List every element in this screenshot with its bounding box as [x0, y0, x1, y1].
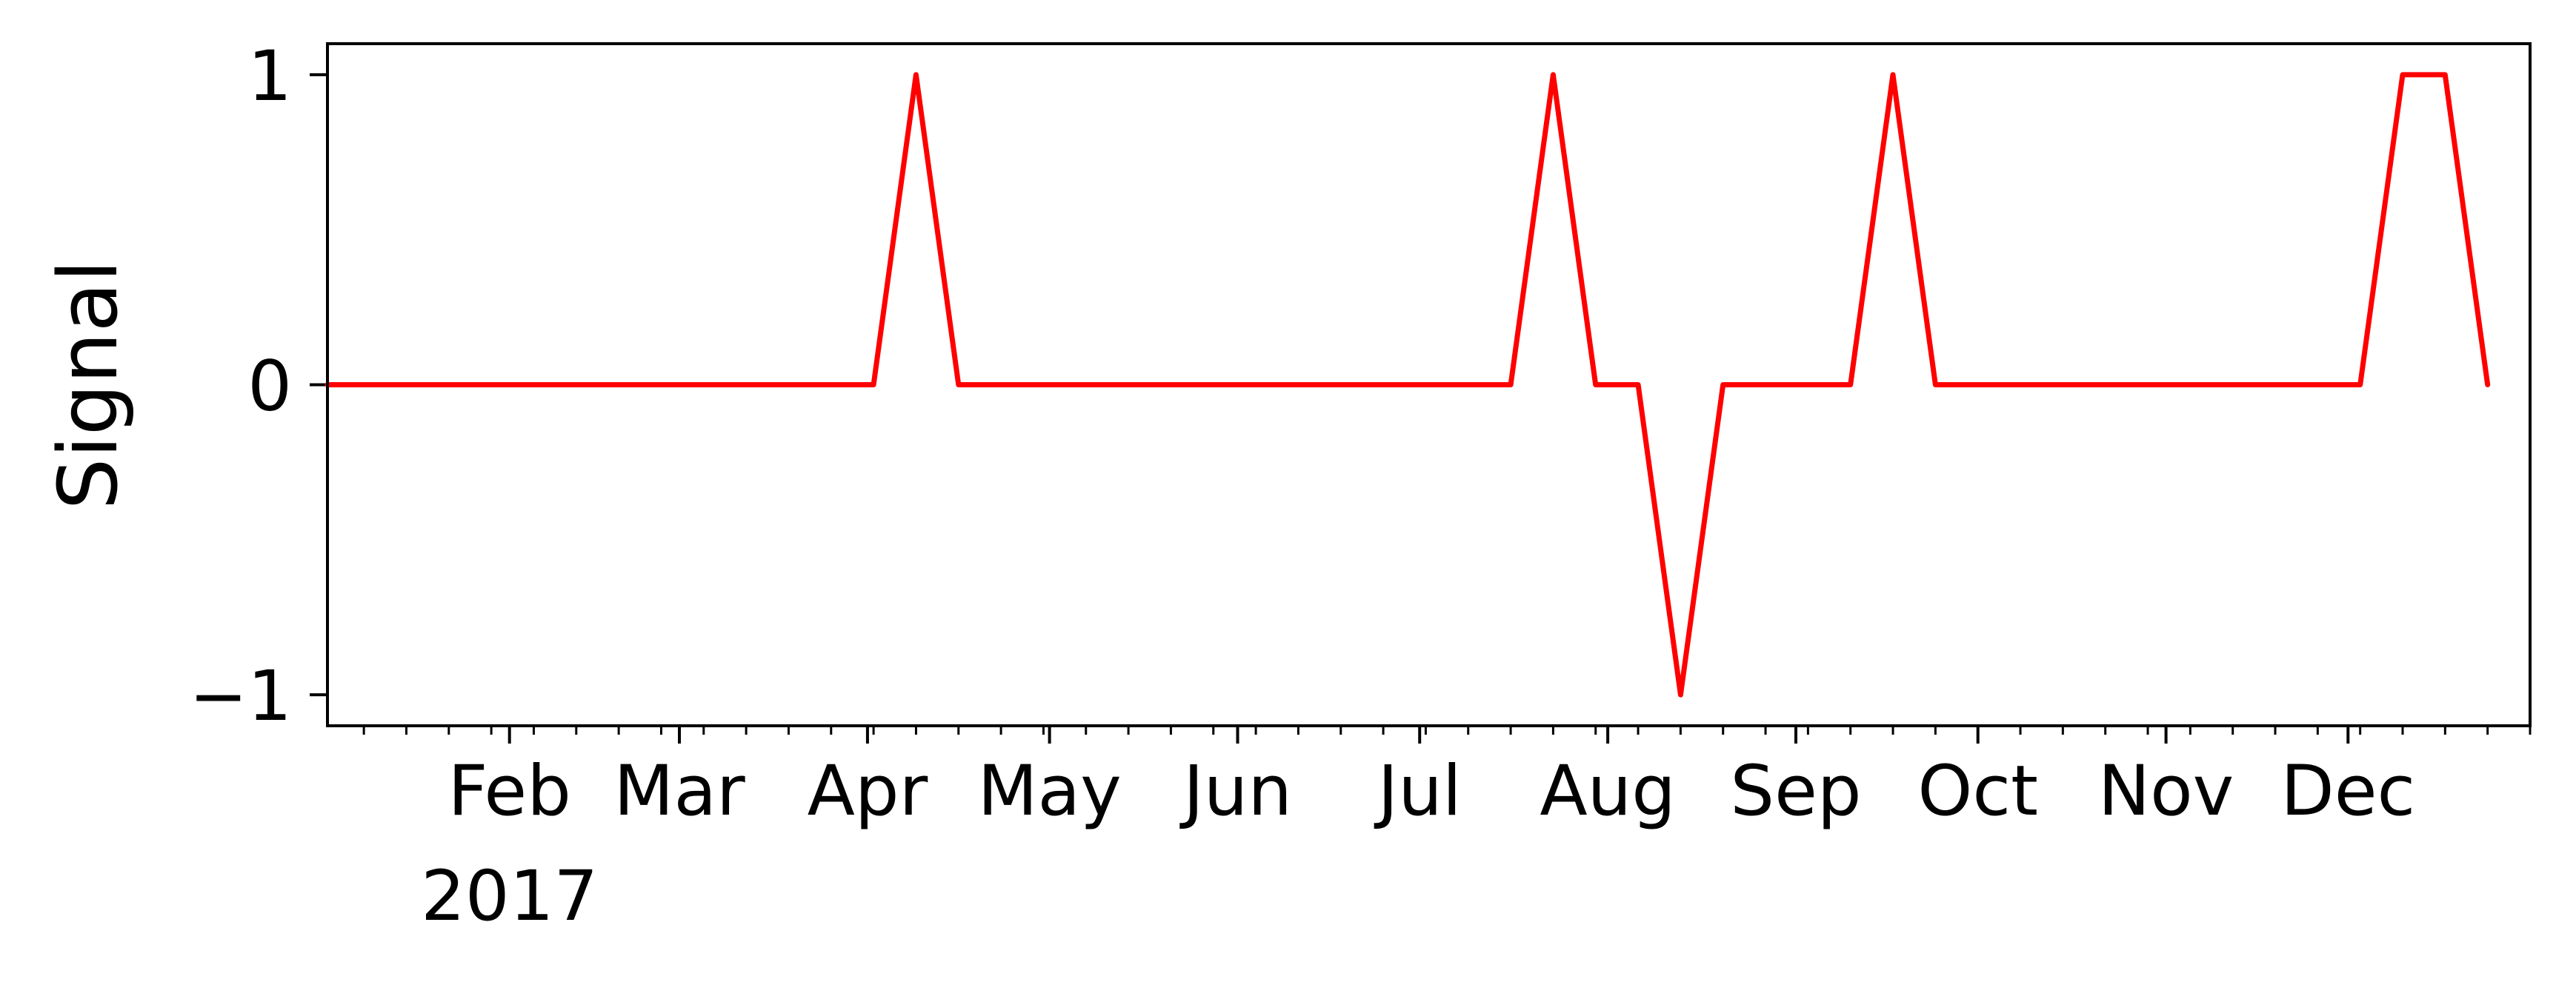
plot-frame: [326, 42, 2532, 727]
y-tick-label: 1: [247, 36, 292, 117]
x-tick-label: Apr: [808, 751, 928, 832]
y-axis-ticks: 1 0 −1: [189, 36, 327, 737]
x-tick-label: Dec: [2280, 751, 2415, 832]
x-tick-label: Sep: [1730, 751, 1861, 832]
x-tick-label: Jul: [1374, 751, 1462, 832]
series-group: [325, 72, 2491, 698]
signal-series-line: [325, 72, 2491, 698]
y-tick-label: −1: [189, 656, 292, 737]
y-axis-title: Signal: [41, 260, 136, 510]
x-tick-label: Nov: [2098, 751, 2234, 832]
x-tick-label: Feb: [447, 751, 570, 832]
x-tick-label: Jun: [1179, 751, 1292, 832]
x-year-label: 2017: [421, 856, 598, 937]
x-tick-label: Aug: [1540, 751, 1676, 832]
y-tick-label: 0: [247, 347, 292, 427]
x-tick-label: May: [977, 751, 1121, 832]
x-tick-label: Oct: [1917, 751, 2038, 832]
x-tick-label: Mar: [613, 751, 745, 832]
x-axis-ticks: Feb Mar Apr May Jun Jul Aug Sep Oct Nov Dec: [362, 726, 2532, 832]
